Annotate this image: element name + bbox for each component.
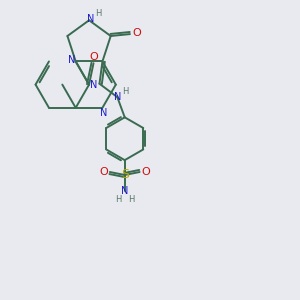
Text: N: N xyxy=(87,14,94,24)
Text: S: S xyxy=(121,169,129,182)
Text: N: N xyxy=(90,80,98,90)
Text: O: O xyxy=(99,167,108,177)
Text: N: N xyxy=(100,108,108,118)
Text: O: O xyxy=(132,28,141,38)
Text: H: H xyxy=(115,195,122,204)
Text: N: N xyxy=(68,55,76,65)
Text: H: H xyxy=(128,195,134,204)
Text: O: O xyxy=(142,167,151,177)
Text: N: N xyxy=(114,92,121,102)
Text: H: H xyxy=(122,87,129,96)
Text: H: H xyxy=(95,9,102,18)
Text: N: N xyxy=(121,186,128,196)
Text: O: O xyxy=(90,52,98,62)
